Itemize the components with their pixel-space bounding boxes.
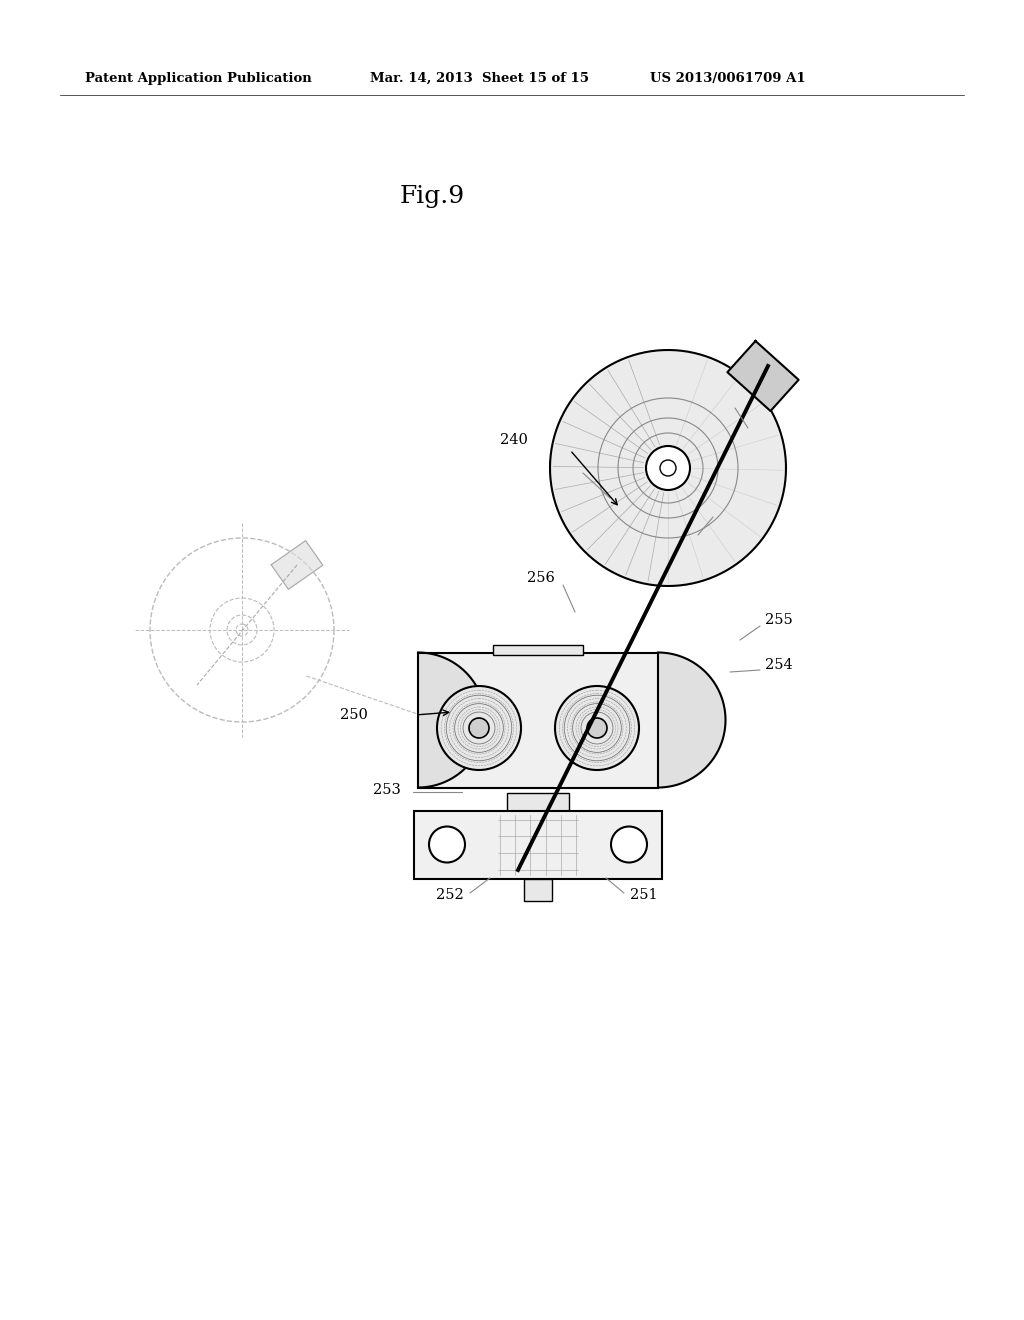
- Polygon shape: [555, 686, 639, 770]
- Polygon shape: [271, 541, 323, 589]
- Text: 252: 252: [436, 888, 464, 902]
- Text: Patent Application Publication: Patent Application Publication: [85, 73, 311, 84]
- Bar: [493, 644, 583, 655]
- Polygon shape: [550, 350, 786, 586]
- Ellipse shape: [587, 718, 607, 738]
- Polygon shape: [437, 686, 521, 770]
- Polygon shape: [727, 341, 799, 411]
- Ellipse shape: [660, 459, 676, 477]
- Bar: [507, 792, 569, 810]
- Bar: [414, 810, 662, 879]
- Text: 240: 240: [500, 433, 528, 447]
- Ellipse shape: [429, 826, 465, 862]
- Text: 253: 253: [373, 783, 400, 797]
- Ellipse shape: [646, 446, 690, 490]
- Text: Fig.9: Fig.9: [400, 185, 465, 209]
- Text: 256: 256: [527, 572, 555, 585]
- Polygon shape: [658, 652, 725, 788]
- Text: 255: 255: [765, 612, 793, 627]
- Text: 250: 250: [340, 708, 368, 722]
- Text: 254: 254: [765, 657, 793, 672]
- Text: Mar. 14, 2013  Sheet 15 of 15: Mar. 14, 2013 Sheet 15 of 15: [370, 73, 589, 84]
- Text: 245: 245: [692, 393, 720, 407]
- Polygon shape: [418, 652, 485, 788]
- Text: 243: 243: [548, 459, 575, 474]
- Ellipse shape: [611, 826, 647, 862]
- Ellipse shape: [469, 718, 489, 738]
- Bar: [524, 879, 552, 900]
- Bar: [418, 652, 658, 788]
- Text: US 2013/0061709 A1: US 2013/0061709 A1: [650, 73, 806, 84]
- Polygon shape: [418, 652, 658, 788]
- Text: 251: 251: [630, 888, 657, 902]
- Text: 246: 246: [718, 503, 745, 517]
